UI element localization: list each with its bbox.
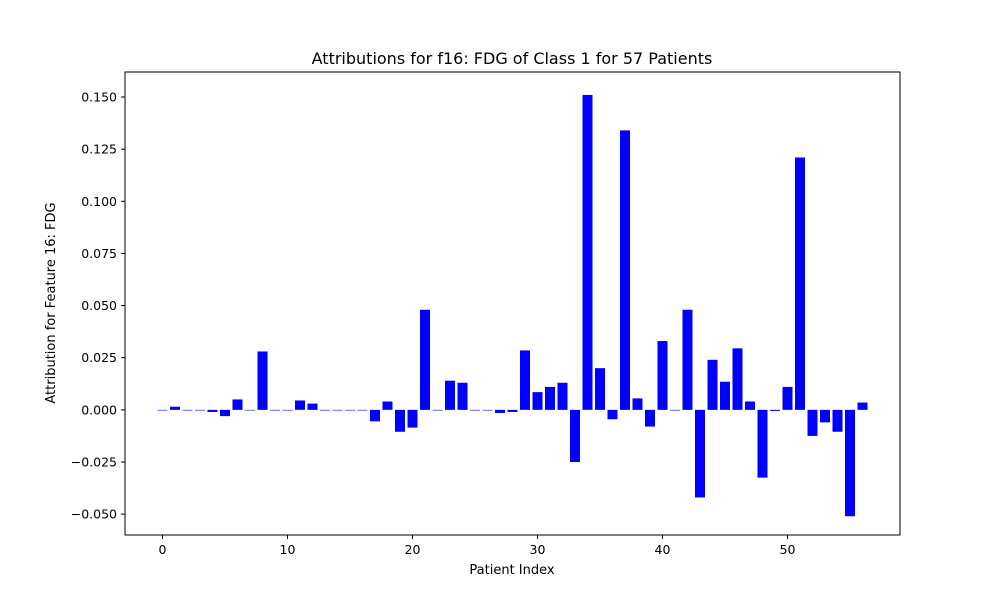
bar-patient-39 bbox=[645, 409, 655, 427]
y-tick-label: −0.050 bbox=[71, 507, 117, 522]
bar-patient-32 bbox=[557, 382, 568, 410]
bar-patient-20 bbox=[407, 409, 418, 428]
bar-patient-4 bbox=[207, 409, 218, 412]
bar-patient-31 bbox=[545, 386, 555, 410]
bar-patient-54 bbox=[832, 409, 843, 432]
bar-patient-55 bbox=[845, 409, 855, 517]
bar-patient-35 bbox=[595, 368, 605, 410]
bar-patient-34 bbox=[582, 94, 593, 410]
bar-patient-25 bbox=[470, 409, 480, 411]
y-tick-label: 0.050 bbox=[81, 298, 117, 313]
y-tick-label: 0.150 bbox=[81, 90, 117, 105]
x-axis-label: Patient Index bbox=[469, 563, 554, 578]
bar-patient-43 bbox=[695, 409, 705, 498]
bar-patient-28 bbox=[507, 409, 518, 412]
y-tick-label: 0.100 bbox=[81, 194, 117, 209]
bar-patient-51 bbox=[795, 157, 805, 410]
bar-patient-23 bbox=[445, 380, 455, 410]
y-tick-label: 0.025 bbox=[81, 350, 117, 365]
bar-patient-52 bbox=[807, 409, 818, 436]
bar-patient-41 bbox=[670, 409, 680, 411]
bar-patient-30 bbox=[532, 392, 543, 410]
bar-patient-10 bbox=[282, 409, 293, 411]
bar-patient-40 bbox=[657, 341, 668, 410]
bar-patient-3 bbox=[195, 409, 205, 411]
bar-patient-11 bbox=[295, 400, 305, 410]
y-axis-label: Attribution for Feature 16: FDG bbox=[44, 202, 59, 403]
bar-patient-2 bbox=[182, 409, 193, 411]
bar-patient-53 bbox=[820, 409, 830, 423]
bars-group bbox=[157, 94, 868, 517]
bar-patient-24 bbox=[457, 382, 468, 410]
bar-patient-26 bbox=[482, 409, 493, 411]
bar-patient-5 bbox=[220, 409, 230, 417]
bar-patient-36 bbox=[607, 409, 618, 420]
x-tick-label: 30 bbox=[530, 542, 546, 557]
bar-patient-13 bbox=[320, 409, 330, 411]
bar-patient-46 bbox=[732, 348, 743, 410]
chart-title: Attributions for f16: FDG of Class 1 for… bbox=[312, 49, 713, 68]
x-tick-label: 50 bbox=[780, 542, 796, 557]
bar-patient-22 bbox=[432, 409, 443, 411]
bar-patient-6 bbox=[232, 399, 243, 410]
bar-patient-56 bbox=[857, 402, 868, 410]
x-tick-label: 10 bbox=[280, 542, 296, 557]
bar-patient-38 bbox=[632, 398, 643, 410]
bar-patient-50 bbox=[782, 386, 793, 410]
bar-patient-8 bbox=[257, 351, 268, 410]
y-tick-label: 0.000 bbox=[81, 402, 117, 417]
bar-patient-27 bbox=[495, 409, 505, 413]
bar-patient-1 bbox=[170, 406, 180, 410]
bar-patient-14 bbox=[332, 409, 343, 411]
bar-patient-42 bbox=[682, 309, 693, 410]
bar-patient-44 bbox=[707, 359, 718, 410]
plot-area-frame bbox=[124, 71, 901, 536]
x-tick-label: 40 bbox=[655, 542, 671, 557]
bar-patient-17 bbox=[370, 409, 380, 422]
bar-patient-45 bbox=[720, 381, 730, 410]
bar-patient-37 bbox=[620, 130, 630, 410]
bar-patient-47 bbox=[745, 401, 755, 410]
y-axis: −0.050 −0.025 0.000 0.025 0.050 0.075 0.100 0.1… bbox=[71, 90, 125, 522]
bar-patient-0 bbox=[157, 409, 168, 411]
y-tick-label: 0.075 bbox=[81, 246, 117, 261]
bar-patient-49 bbox=[770, 409, 780, 411]
bar-patient-48 bbox=[757, 409, 768, 478]
bar-patient-21 bbox=[420, 309, 430, 410]
x-tick-label: 0 bbox=[159, 542, 167, 557]
y-tick-label: −0.025 bbox=[71, 455, 117, 470]
bar-patient-12 bbox=[307, 403, 318, 410]
bar-patient-33 bbox=[570, 409, 580, 463]
bar-patient-19 bbox=[395, 409, 405, 432]
bar-patient-15 bbox=[345, 409, 355, 411]
bar-patient-29 bbox=[520, 350, 530, 410]
bar-patient-16 bbox=[357, 409, 368, 411]
y-tick-label: 0.125 bbox=[81, 142, 117, 157]
bar-patient-7 bbox=[245, 409, 255, 411]
x-axis: 0 10 20 30 40 50 bbox=[159, 535, 796, 557]
bar-patient-18 bbox=[382, 401, 393, 410]
x-tick-label: 20 bbox=[405, 542, 421, 557]
bar-patient-9 bbox=[270, 409, 280, 411]
